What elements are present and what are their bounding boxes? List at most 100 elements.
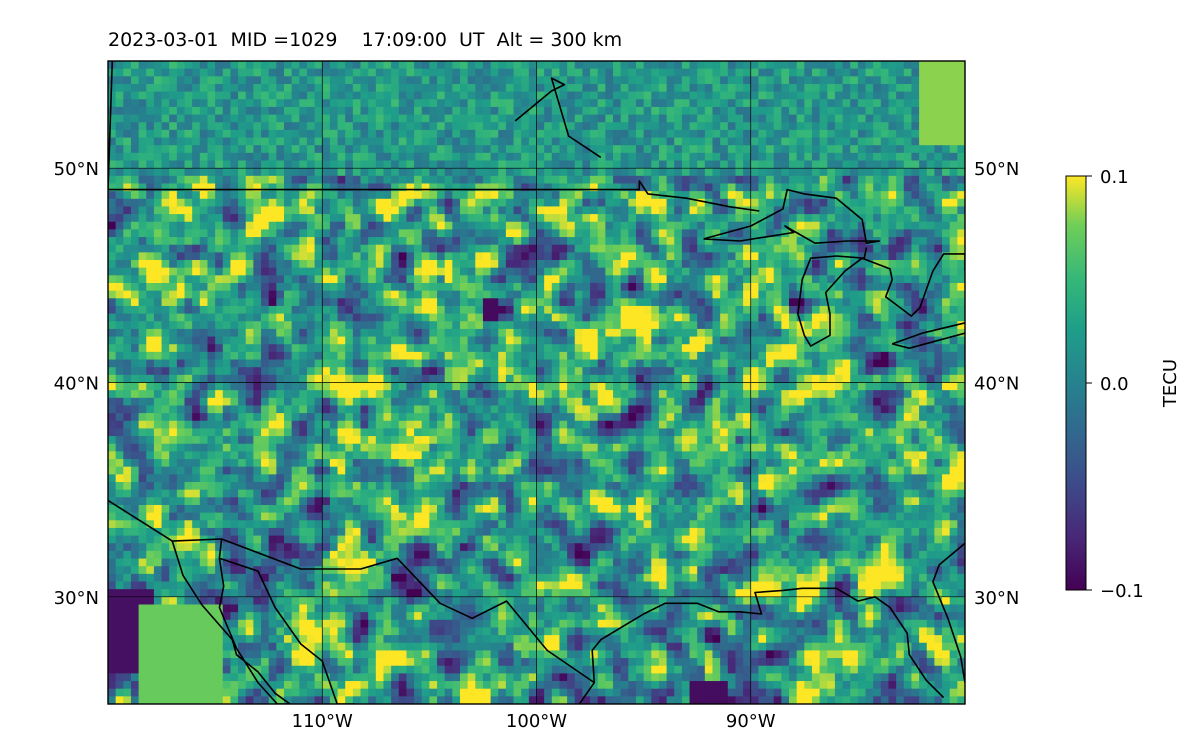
- heatmap-cell: [498, 191, 507, 200]
- heatmap-cell: [375, 290, 385, 299]
- heatmap-cell: [873, 160, 882, 169]
- heatmap-cell: [329, 137, 339, 146]
- heatmap-cell: [176, 168, 186, 177]
- heatmap-cell: [635, 160, 645, 169]
- heatmap-cell: [743, 137, 752, 146]
- heatmap-cell: [674, 313, 683, 322]
- heatmap-cell: [926, 99, 935, 108]
- heatmap-cell: [766, 382, 775, 391]
- heatmap-cell: [238, 397, 247, 407]
- heatmap-cell: [291, 99, 300, 108]
- heatmap-cell: [811, 336, 821, 345]
- heatmap-cell: [130, 351, 140, 361]
- heatmap-cell: [368, 260, 377, 269]
- heatmap-cell: [643, 221, 652, 230]
- heatmap-cell: [605, 214, 614, 223]
- heatmap-cell: [819, 351, 828, 361]
- heatmap-cell: [536, 160, 545, 169]
- heatmap-cell: [314, 275, 323, 284]
- heatmap-cell: [819, 168, 828, 177]
- heatmap-cell: [505, 145, 515, 154]
- heatmap-cell: [643, 374, 652, 384]
- heatmap-cell: [590, 351, 599, 361]
- heatmap-cell: [368, 99, 377, 108]
- heatmap-cell: [773, 129, 782, 139]
- heatmap-cell: [919, 229, 928, 238]
- heatmap-cell: [620, 129, 629, 139]
- heatmap-cell: [437, 61, 446, 70]
- heatmap-cell: [674, 168, 683, 177]
- heatmap-cell: [643, 252, 652, 261]
- heatmap-cell: [666, 229, 675, 238]
- heatmap-cell: [245, 275, 254, 284]
- heatmap-cell: [291, 321, 300, 330]
- heatmap-cell: [161, 344, 170, 353]
- heatmap-cell: [383, 206, 392, 215]
- heatmap-cell: [238, 298, 247, 307]
- heatmap-cell: [521, 191, 530, 200]
- heatmap-cell: [467, 122, 476, 131]
- heatmap-cell: [658, 336, 668, 345]
- heatmap-cell: [865, 359, 874, 368]
- heatmap-cell: [207, 99, 216, 108]
- heatmap-cell: [666, 298, 675, 307]
- heatmap-cell: [169, 83, 178, 93]
- heatmap-cell: [949, 252, 958, 261]
- heatmap-cell: [850, 137, 859, 146]
- heatmap-cell: [368, 229, 377, 238]
- heatmap-cell: [766, 275, 775, 284]
- heatmap-cell: [199, 390, 209, 399]
- heatmap-cell: [345, 145, 354, 154]
- heatmap-cell: [207, 221, 216, 230]
- heatmap-cell: [942, 191, 951, 200]
- heatmap-cell: [613, 390, 622, 399]
- heatmap-cell: [452, 137, 461, 146]
- heatmap-cell: [345, 344, 354, 353]
- heatmap-cell: [743, 214, 752, 223]
- heatmap-cell: [459, 68, 469, 77]
- heatmap-cell: [911, 275, 920, 284]
- heatmap-cell: [597, 237, 606, 246]
- heatmap-cell: [811, 374, 821, 384]
- heatmap-cell: [153, 367, 163, 376]
- heatmap-cell: [957, 313, 965, 322]
- heatmap-cell: [651, 214, 660, 223]
- heatmap-cell: [306, 152, 316, 162]
- heatmap-cell: [957, 237, 965, 246]
- heatmap-cell: [345, 114, 354, 123]
- heatmap-cell: [352, 275, 362, 284]
- heatmap-cell: [513, 91, 522, 100]
- heatmap-cell: [727, 351, 737, 361]
- heatmap-cell: [329, 282, 339, 292]
- heatmap-cell: [153, 321, 163, 330]
- heatmap-cell: [398, 397, 408, 407]
- heatmap-cell: [903, 367, 913, 376]
- heatmap-cell: [368, 206, 377, 215]
- heatmap-cell: [329, 106, 339, 116]
- heatmap-cell: [574, 351, 584, 361]
- heatmap-cell: [926, 221, 935, 230]
- heatmap-cell: [712, 237, 721, 246]
- heatmap-cell: [299, 267, 308, 276]
- heatmap-cell: [215, 191, 224, 200]
- heatmap-cell: [391, 244, 400, 253]
- heatmap-cell: [245, 114, 254, 123]
- heatmap-cell: [811, 344, 821, 353]
- heatmap-cell: [398, 68, 408, 77]
- heatmap-cell: [666, 390, 675, 399]
- heatmap-cell: [130, 397, 140, 407]
- heatmap-cell: [475, 99, 484, 108]
- heatmap-cell: [505, 91, 515, 100]
- heatmap-cell: [919, 321, 928, 330]
- heatmap-cell: [620, 61, 629, 70]
- heatmap-cell: [398, 122, 408, 131]
- heatmap-cell: [842, 275, 851, 284]
- heatmap-cell: [796, 175, 805, 185]
- heatmap-cell: [735, 305, 744, 315]
- heatmap-cell: [926, 237, 935, 246]
- heatmap-cell: [291, 397, 300, 407]
- heatmap-cell: [911, 206, 920, 215]
- heatmap-cell: [414, 367, 423, 376]
- heatmap-cell: [896, 260, 905, 269]
- heatmap-cell: [406, 237, 415, 246]
